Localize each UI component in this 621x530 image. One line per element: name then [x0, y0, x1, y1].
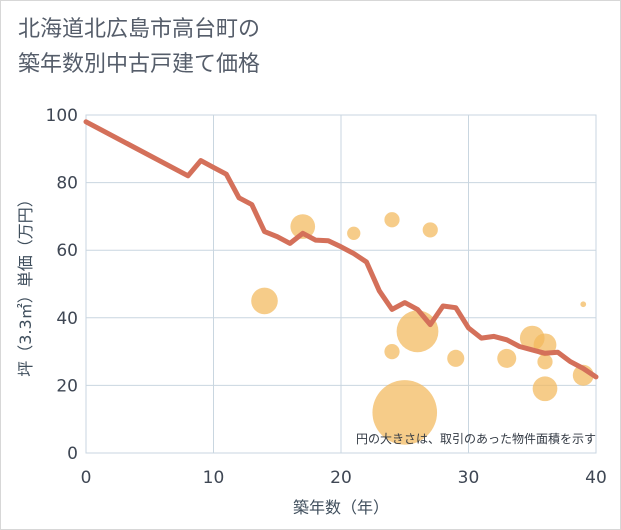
y-tick-label: 20 — [56, 376, 78, 396]
x-tick-label: 10 — [203, 468, 225, 488]
bubble-point — [532, 376, 558, 402]
y-tick-label: 0 — [67, 444, 78, 464]
x-tick-label: 40 — [585, 468, 607, 488]
bubble-point — [580, 301, 587, 308]
bubble-point — [251, 287, 278, 315]
chart-title-line-2: 築年数別中古戸建て価格 — [18, 52, 261, 77]
bubble-point — [384, 212, 400, 228]
bubble-point — [347, 226, 361, 240]
bubble-point — [537, 354, 553, 370]
bubble-size-note: 円の大きさは、取引のあった物件面積を示す — [356, 431, 596, 446]
bubble-point — [396, 310, 439, 353]
x-tick-label: 0 — [81, 468, 92, 488]
bubble-series — [251, 212, 594, 445]
bubble-point — [447, 349, 465, 367]
bubble-point — [497, 348, 517, 368]
price-line — [83, 119, 599, 380]
bubble-point — [384, 344, 400, 360]
bubble-point — [422, 222, 438, 238]
x-tick-label: 30 — [458, 468, 480, 488]
grid-lines — [85, 114, 597, 454]
chart-title-line-1: 北海道北広島市高台町の — [18, 17, 261, 42]
y-tick-label: 40 — [56, 309, 78, 329]
bubble-point — [372, 380, 438, 445]
axis-ticks: 0 20 40 60 80 100 0 10 20 30 40 — [46, 106, 607, 488]
bubble-point — [290, 214, 316, 239]
price-line-series — [83, 119, 599, 380]
y-tick-label: 60 — [56, 241, 78, 261]
y-tick-label: 100 — [46, 106, 78, 126]
x-tick-label: 20 — [330, 468, 352, 488]
chart-title: 北海道北広島市高台町の 築年数別中古戸建て価格 — [18, 12, 578, 82]
x-axis-label: 築年数（年） — [293, 498, 389, 517]
y-axis-label: 坪（3.3㎡）単価（万円） — [16, 191, 35, 376]
y-tick-label: 80 — [56, 174, 78, 194]
